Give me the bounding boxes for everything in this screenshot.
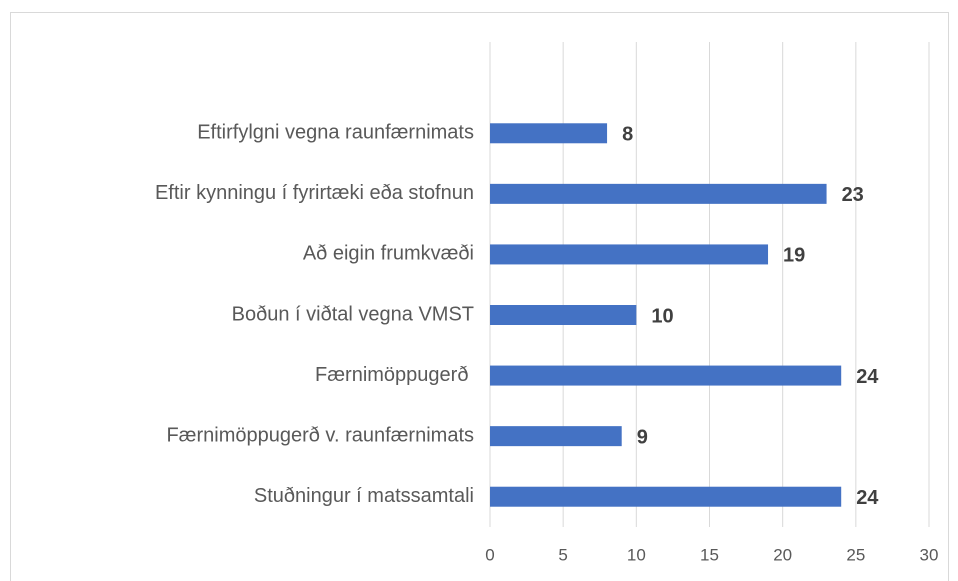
data-label: 24: [856, 487, 879, 509]
bar: [490, 123, 608, 144]
y-tick-label: Eftir kynningu í fyrirtæki eða stofnun: [155, 182, 474, 204]
bar: [490, 365, 842, 386]
y-tick-label: Að eigin frumkvæði: [303, 243, 474, 265]
y-tick-label: Eftirfylgni vegna raunfærnimats: [197, 122, 474, 144]
data-label: 9: [637, 426, 648, 448]
bar: [490, 486, 842, 507]
data-label: 24: [856, 366, 879, 388]
bar: [490, 305, 637, 325]
y-tick-label: Boðun í viðtal vegna VMST: [232, 303, 474, 325]
x-tick-label: 5: [558, 545, 567, 564]
x-tick-label: 25: [846, 545, 865, 564]
data-label: 10: [651, 305, 673, 327]
chart-border: [10, 12, 949, 581]
y-tick-label: Stuðningur í matssamtali: [254, 485, 474, 507]
bar: [490, 244, 769, 265]
data-label: 8: [622, 124, 633, 146]
x-tick-label: 20: [773, 545, 792, 564]
x-tick-label: 30: [920, 545, 939, 564]
bar: [490, 183, 827, 204]
x-tick-label: 10: [627, 545, 646, 564]
x-tick-label: 15: [700, 545, 719, 564]
data-label: 19: [783, 245, 805, 267]
bar: [490, 426, 622, 447]
data-label: 23: [842, 184, 864, 206]
y-tick-label: Færnimöppugerð: [315, 364, 474, 386]
y-tick-label: Færnimöppugerð v. raunfærnimats: [166, 424, 474, 446]
x-tick-label: 0: [485, 545, 494, 564]
